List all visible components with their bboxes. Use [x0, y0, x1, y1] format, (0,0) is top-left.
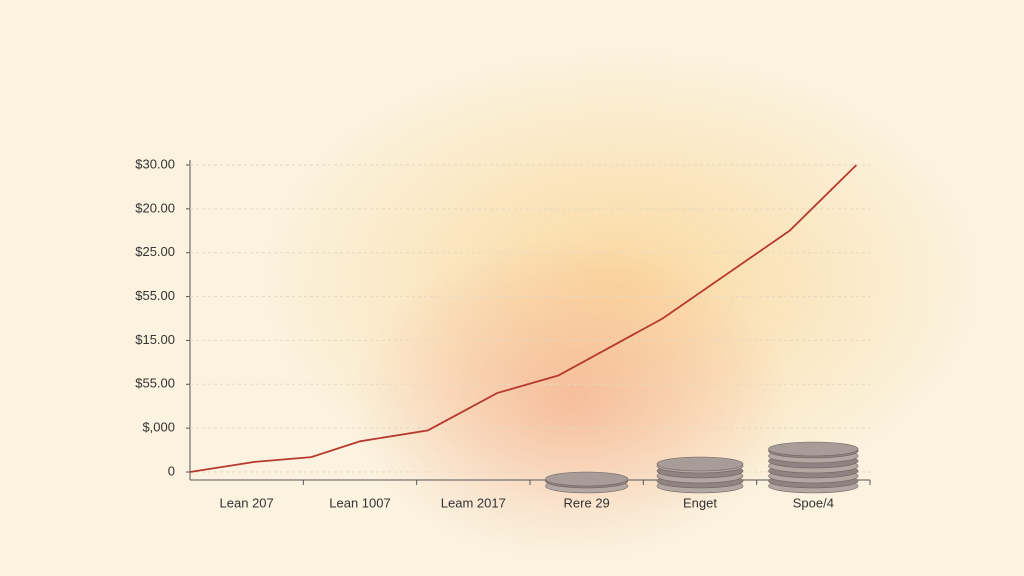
x-tick-label: Enget [683, 495, 717, 510]
line [189, 164, 858, 473]
y-tick-label: 0 [168, 463, 175, 478]
x-tick-label: Lean 1007 [329, 495, 390, 510]
x-tick-label: Rere 29 [564, 495, 610, 510]
y-tick-label: $15.00 [135, 332, 175, 347]
coin-stack [656, 456, 744, 494]
coin-stack [545, 471, 629, 494]
y-tick-label: $20.00 [135, 200, 175, 215]
x-tick-label: Lean 207 [220, 495, 274, 510]
y-tick-label: $55.00 [135, 288, 175, 303]
x-tick-label: Leam 2017 [441, 495, 506, 510]
coin-stack [768, 441, 859, 494]
coin-top [656, 456, 744, 472]
y-tick-label: $30.00 [135, 156, 175, 171]
y-tick-label: $55.00 [135, 376, 175, 391]
coin-top [768, 441, 859, 457]
y-tick-label: $,000 [142, 420, 175, 435]
coin-top [545, 471, 629, 487]
x-tick-label: Spoe/4 [793, 495, 834, 510]
y-tick-label: $25.00 [135, 244, 175, 259]
